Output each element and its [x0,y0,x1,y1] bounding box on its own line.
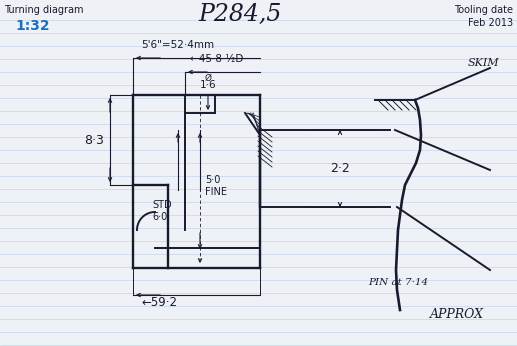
Text: Tooling date: Tooling date [454,5,513,15]
Text: STD
6·0: STD 6·0 [152,200,172,222]
Text: 8·3: 8·3 [84,134,104,146]
Text: PIN at 7·14: PIN at 7·14 [368,278,428,287]
Text: SKIM: SKIM [468,58,499,68]
Text: APPROX: APPROX [430,308,484,321]
Text: 1·6: 1·6 [200,80,216,90]
Text: ←59·2: ←59·2 [141,296,177,309]
Text: 5'6"=52·4mm: 5'6"=52·4mm [141,40,214,50]
Text: Feb 2013: Feb 2013 [468,18,513,28]
Text: 5·0
FINE: 5·0 FINE [205,175,227,198]
Text: 2·2: 2·2 [330,162,350,174]
Text: 1:32: 1:32 [15,19,50,33]
Text: Turning diagram: Turning diagram [4,5,84,15]
Text: ←45·8 ½D: ←45·8 ½D [190,54,244,64]
Text: P284,5: P284,5 [199,3,282,26]
Text: Ø: Ø [205,74,211,83]
